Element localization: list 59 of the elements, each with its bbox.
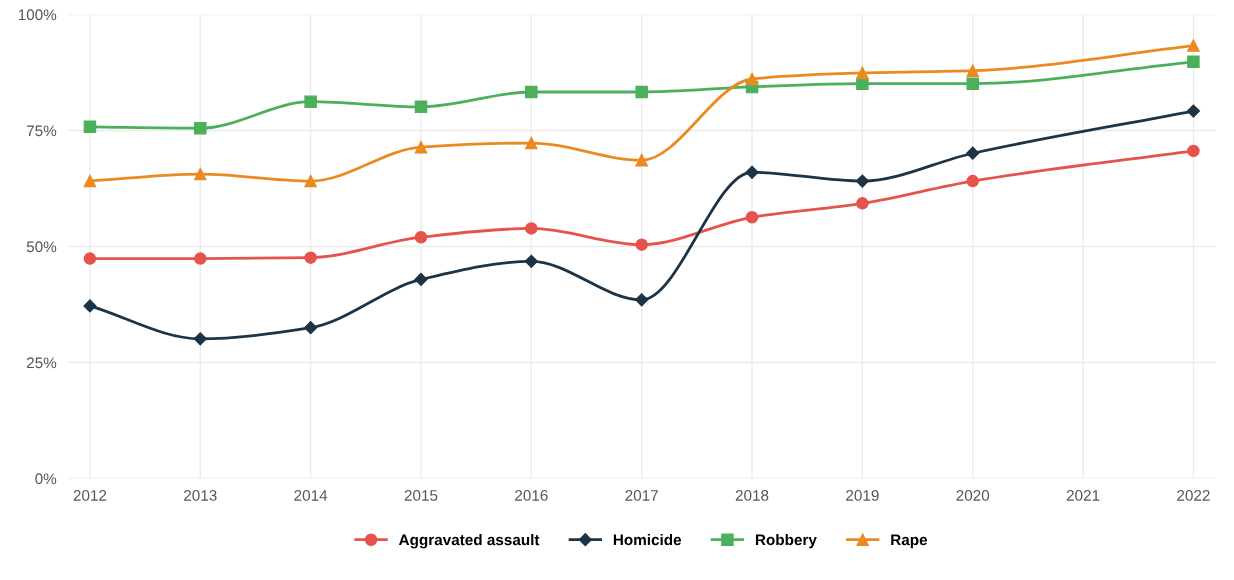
x-tick-label: 2020: [956, 490, 990, 501]
point: [193, 332, 207, 346]
point: [745, 211, 759, 224]
point: [304, 251, 317, 264]
x-tick-label: 2016: [515, 490, 548, 501]
legend-label: Rape: [891, 534, 928, 549]
point: [635, 153, 648, 167]
y-tick-label: 0%: [35, 473, 57, 485]
point: [856, 197, 869, 210]
point: [966, 64, 979, 77]
x-tick-label: 2019: [846, 490, 879, 501]
x-tick-label: 2014: [294, 490, 328, 501]
point: [855, 174, 869, 188]
y-tick-label: 50%: [26, 241, 57, 253]
x-tick-label: 2015: [404, 490, 438, 501]
point: [414, 100, 428, 114]
x-tick-label: 2018: [735, 490, 769, 501]
x-tick-label: 2022: [1177, 490, 1210, 501]
x-tick-label: 2021: [1066, 490, 1100, 501]
x-tick-label: 2012: [73, 490, 107, 501]
point: [635, 238, 648, 251]
x-tick-label: 2013: [184, 490, 217, 501]
point: [304, 321, 318, 335]
point: [1186, 104, 1201, 118]
point: [525, 222, 538, 235]
point: [414, 272, 428, 287]
point: [83, 120, 97, 134]
point: [1187, 39, 1200, 52]
point: [83, 252, 97, 265]
point: [414, 230, 428, 244]
point: [525, 85, 538, 99]
x-tick-label: 2017: [625, 490, 658, 501]
point: [1187, 144, 1200, 158]
point: [83, 299, 97, 313]
point: [1187, 55, 1200, 69]
point: [524, 254, 538, 268]
point: [635, 85, 648, 99]
point: [856, 66, 869, 80]
legend-label: Aggravated assault: [398, 534, 540, 549]
y-tick-label: 100%: [18, 9, 57, 21]
point: [525, 136, 538, 150]
point: [745, 165, 759, 179]
point: [304, 95, 317, 108]
point: [194, 121, 207, 135]
point: [194, 252, 207, 265]
point: [966, 146, 980, 160]
point: [414, 140, 428, 154]
point: [304, 174, 317, 188]
point: [966, 77, 979, 90]
legend-label: Robbery: [755, 534, 817, 549]
y-tick-label: 25%: [26, 357, 57, 369]
point: [635, 293, 649, 307]
legend-label: Homicide: [613, 534, 682, 546]
y-tick-label: 75%: [26, 125, 57, 137]
point: [966, 174, 979, 188]
point: [745, 72, 759, 86]
point: [856, 77, 869, 90]
point: [194, 167, 207, 181]
point: [83, 174, 97, 188]
